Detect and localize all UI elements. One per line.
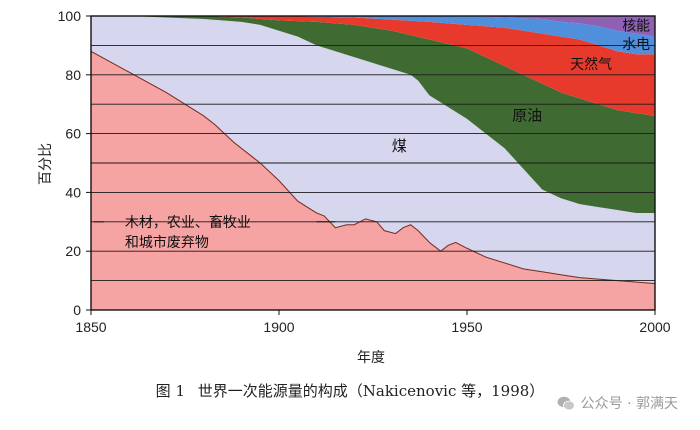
boundary-biomass <box>90 50 656 285</box>
gridlines <box>91 44 655 282</box>
x-axis-label: 年度 <box>357 350 385 366</box>
x-tick-label: 1850 <box>75 319 106 335</box>
y-tick-label: 80 <box>65 67 81 83</box>
region-label-天然气: 天然气 <box>570 56 612 73</box>
watermark: 公众号 · 郭满天 <box>557 393 678 413</box>
area-核能 <box>91 16 655 37</box>
region-label-水电: 水电 <box>622 37 650 53</box>
y-tick-label: 20 <box>65 243 81 259</box>
figure-caption: 图 1 世界一次能源量的构成（Nakicenovic 等，1998） <box>0 380 700 401</box>
plot-frame <box>90 15 656 311</box>
stacked-areas <box>90 16 656 311</box>
area-原油 <box>91 16 655 213</box>
area-煤 <box>91 16 655 284</box>
region-label-biomass-line: 和城市废弃物 <box>125 234 209 251</box>
x-tick-label: 2000 <box>639 319 670 335</box>
figure-caption-text: 世界一次能源量的构成（Nakicenovic 等，1998） <box>197 382 545 400</box>
region-label-原油: 原油 <box>512 106 542 124</box>
x-tick-label: 1900 <box>263 319 294 335</box>
area-天然气 <box>91 16 655 116</box>
axis-ticks: 0 20 40 60 80 100 1850 1900 1950 2000 <box>58 8 671 335</box>
plot-border <box>90 15 656 311</box>
y-tick-label: 60 <box>65 126 81 142</box>
y-axis-label: 百分比 <box>38 143 54 185</box>
y-tick-label: 100 <box>58 8 82 24</box>
region-label-煤: 煤 <box>392 137 407 155</box>
wechat-icon <box>557 396 575 410</box>
region-label-biomass-line: 木材，农业、畜牧业 <box>125 215 251 231</box>
watermark-text: 公众号 · 郭满天 <box>580 396 678 412</box>
y-tick-label: 40 <box>65 184 81 200</box>
y-tick-label: 0 <box>73 302 81 318</box>
x-tick-label: 1950 <box>451 319 482 335</box>
area-水电 <box>91 16 655 55</box>
region-label-核能: 核能 <box>622 19 650 35</box>
figure-number: 图 1 <box>155 382 185 400</box>
